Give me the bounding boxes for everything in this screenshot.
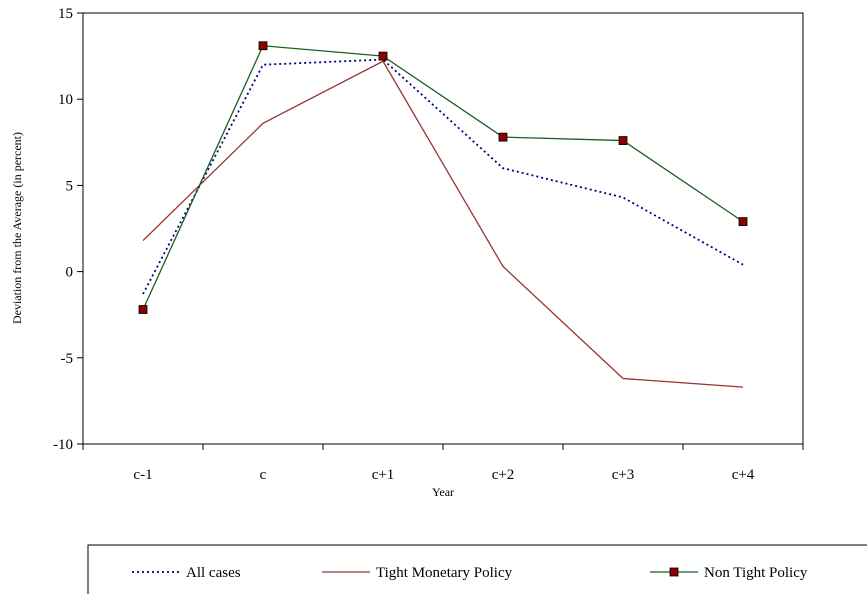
x-tick-label: c+3 [612,467,635,483]
y-tick-label: 10 [58,92,73,108]
x-tick-label: c+1 [372,467,395,483]
y-tick-label: 0 [66,265,74,281]
x-axis-title: Year [432,485,454,499]
series-point [258,41,268,51]
legend-label: Non Tight Policy [704,565,808,581]
x-tick-label: c [260,467,267,483]
legend-box [87,544,867,594]
series-point [498,132,508,142]
y-axis: -10 -5 0 5 10 15 [53,6,83,453]
series-line-1 [142,60,744,388]
series-line-2 [142,45,744,310]
y-tick-label: 5 [66,178,74,194]
y-tick-label: -5 [61,351,74,367]
x-axis: c-1 c c+1 c+2 c+3 c+4 [82,444,804,483]
series-point [738,217,748,227]
legend-marker [669,567,679,577]
legend: All cases Tight Monetary Policy Non Tight … [87,544,867,594]
x-tick-label: c+2 [492,467,515,483]
legend-label: All cases [186,565,241,581]
x-tick-label: c+4 [732,467,755,483]
y-tick-label: -10 [53,437,73,453]
series-point [138,305,148,314]
series-point [378,51,388,61]
y-axis-title: Deviation from the Average (in percent) [10,132,24,324]
series-layer [138,41,748,388]
series-point [618,136,628,145]
legend-label: Tight Monetary Policy [376,565,513,581]
y-tick-label: 15 [58,6,73,22]
plot-area [82,12,804,445]
x-tick-label: c-1 [133,467,152,483]
series-line-0 [142,58,744,295]
